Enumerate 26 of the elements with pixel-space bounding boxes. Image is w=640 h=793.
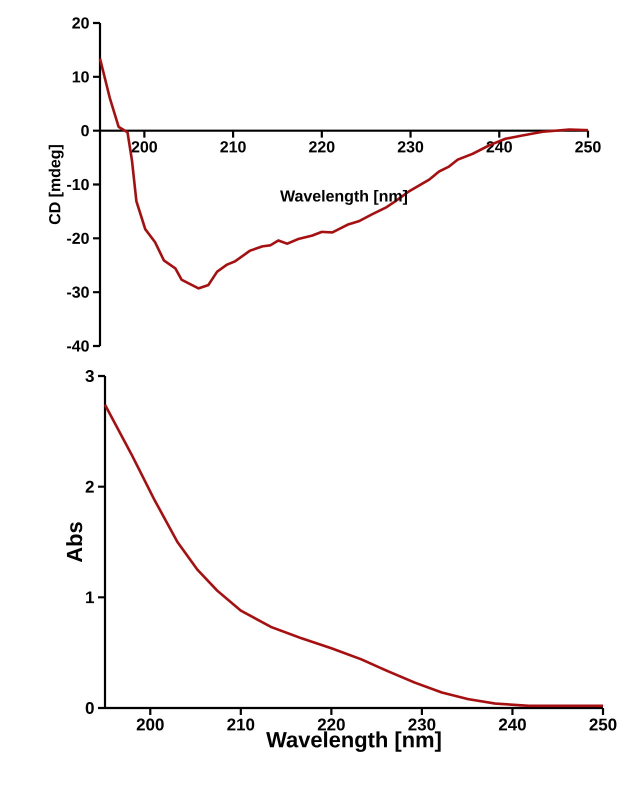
x-tick-label: 210 xyxy=(220,141,246,152)
y-tick-label: 0 xyxy=(81,125,89,136)
y-tick-label: 3 xyxy=(85,370,94,382)
x-tick-label: 240 xyxy=(486,141,512,152)
y-axis-title: CD [mdeg] xyxy=(48,145,64,224)
y-tick-label: 10 xyxy=(72,71,89,82)
x-tick-label: 250 xyxy=(589,718,616,731)
y-tick-label: 20 xyxy=(72,17,89,29)
y-tick-label: -40 xyxy=(67,340,89,352)
x-tick-label: 230 xyxy=(398,141,424,152)
x-tick-label: 200 xyxy=(132,141,157,152)
y-tick-label: 2 xyxy=(86,480,94,493)
x-tick-label: 220 xyxy=(318,718,345,731)
x-tick-label: 240 xyxy=(498,718,526,731)
y-tick-label: 1 xyxy=(86,592,94,604)
x-axis-title: Wavelength [nm] xyxy=(266,731,441,752)
x-tick-label: 230 xyxy=(408,718,436,731)
y-tick-label: -30 xyxy=(67,286,89,298)
y-tick-label: -20 xyxy=(67,232,89,244)
y-axis-title: Abs xyxy=(66,522,82,562)
x-tick-label: 220 xyxy=(309,141,334,152)
x-tick-label: 250 xyxy=(575,141,601,152)
y-tick-label: 0 xyxy=(86,702,94,714)
x-tick-label: 210 xyxy=(227,718,254,731)
x-tick-label: 200 xyxy=(136,718,164,731)
y-tick-label: -10 xyxy=(67,178,89,190)
